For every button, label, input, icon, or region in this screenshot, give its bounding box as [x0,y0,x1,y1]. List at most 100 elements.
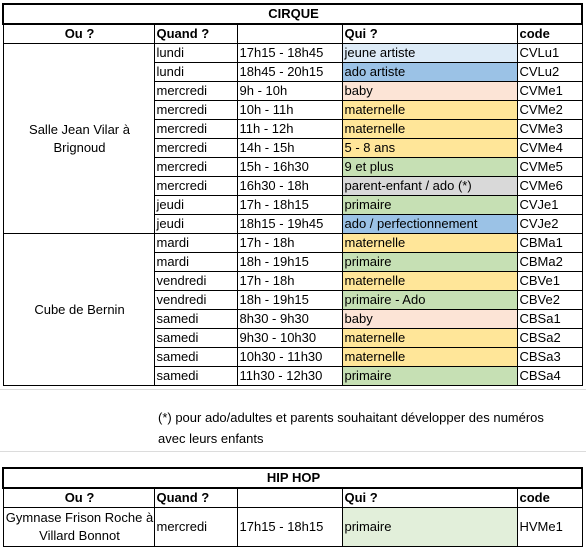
who-cell: maternelle [341,100,518,120]
header-who: Qui ? [341,487,518,508]
time-cell: 17h15 - 18h45 [236,43,343,63]
day-cell: jeudi [153,195,238,215]
table-row: mercredi 9h - 10h baby CVMe1 [3,81,583,101]
code-cell: CBMa2 [516,252,583,272]
header-code: code [516,487,583,508]
time-cell: 10h30 - 11h30 [236,347,343,367]
cirque-table: CIRQUE Ou ? Quand ? Qui ? code Salle Jea… [2,3,583,386]
day-cell: mercredi [153,138,238,158]
who-cell: 9 et plus [341,157,518,177]
time-cell: 11h30 - 12h30 [236,366,343,386]
code-cell: CVLu1 [516,43,583,63]
place-cell: Cube de Bernin [2,233,155,386]
header-where: Ou ? [2,487,155,508]
who-cell: primaire [341,195,518,215]
time-cell: 17h - 18h [236,271,343,291]
who-cell: parent-enfant / ado (*) [341,176,518,196]
time-cell: 15h - 16h30 [236,157,343,177]
who-cell: maternelle [341,328,518,348]
code-cell: CVMe5 [516,157,583,177]
day-cell: mercredi [153,81,238,101]
time-cell: 18h15 - 19h45 [236,214,343,234]
code-cell: CBSa4 [516,366,583,386]
header-when: Quand ? [153,487,238,508]
time-cell: 17h15 - 18h15 [236,507,343,547]
header-code: code [516,23,583,44]
who-cell: maternelle [341,271,518,291]
code-cell: CVLu2 [516,62,583,82]
day-cell: mercredi [153,119,238,139]
who-cell: primaire [341,507,518,547]
day-cell: mercredi [153,100,238,120]
code-cell: CVMe1 [516,81,583,101]
code-cell: CBVe1 [516,271,583,291]
who-cell: 5 - 8 ans [341,138,518,158]
code-cell: CVMe4 [516,138,583,158]
day-cell: mardi [153,252,238,272]
header-when: Quand ? [153,23,238,44]
code-cell: CBSa3 [516,347,583,367]
hiphop-title: HIP HOP [2,467,583,489]
day-cell: mercredi [153,157,238,177]
cirque-title: CIRQUE [2,3,583,25]
gridline [0,451,586,452]
header-blank [236,487,343,508]
table-row: Gymnase Frison Roche à Villard Bonnot me… [2,507,583,547]
day-cell: vendredi [153,290,238,310]
day-cell: samedi [153,309,238,329]
who-cell: primaire [341,252,518,272]
code-cell: CVMe3 [516,119,583,139]
who-cell: ado artiste [341,62,518,82]
who-cell: jeune artiste [341,43,518,63]
table-row: Salle Jean Vilar à Brignoud lundi 17h15 - … [2,43,583,234]
gridline [0,389,586,390]
time-cell: 8h30 - 9h30 [236,309,343,329]
time-cell: 9h - 10h [236,81,343,101]
time-cell: 18h - 19h15 [236,252,343,272]
time-cell: 18h - 19h15 [236,290,343,310]
table-row: mercredi 14h - 15h 5 - 8 ans CVMe4 [3,138,583,158]
table-row: mercredi 11h - 12h maternelle CVMe3 [3,119,583,139]
table-row: samedi 10h30 - 11h30 maternelle CBSa3 [3,347,583,367]
header-where: Ou ? [2,23,155,44]
table-row: Cube de Bernin mardi 17h - 18h maternelle CB… [2,233,583,386]
day-cell: mardi [153,233,238,253]
code-cell: CBVe2 [516,290,583,310]
who-cell: primaire - Ado [341,290,518,310]
table-row: lundi 18h45 - 20h15 ado artiste CVLu2 [3,62,583,82]
table-row: jeudi 18h15 - 19h45 ado / perfectionnement… [3,214,583,234]
footnote: (*) pour ado/adultes et parents souhaita… [158,410,544,446]
who-cell: baby [341,309,518,329]
code-cell: CVJe1 [516,195,583,215]
code-cell: CBSa1 [516,309,583,329]
place-cell: Salle Jean Vilar à Brignoud [2,43,155,234]
header-blank [236,23,343,44]
place-cell: Gymnase Frison Roche à Villard Bonnot [2,507,155,547]
day-cell: lundi [153,62,238,82]
who-cell: primaire [341,366,518,386]
time-cell: 14h - 15h [236,138,343,158]
day-cell: mercredi [153,176,238,196]
code-cell: CVMe2 [516,100,583,120]
hiphop-table: HIP HOP Ou ? Quand ? Qui ? code Gymnase … [2,467,583,547]
day-cell: vendredi [153,271,238,291]
table-row: vendredi 17h - 18h maternelle CBVe1 [3,271,583,291]
time-cell: 18h45 - 20h15 [236,62,343,82]
day-cell: lundi [153,43,238,63]
who-cell: maternelle [341,119,518,139]
time-cell: 17h - 18h [236,233,343,253]
time-cell: 9h30 - 10h30 [236,328,343,348]
time-cell: 16h30 - 18h [236,176,343,196]
code-cell: CBSa2 [516,328,583,348]
time-cell: 10h - 11h [236,100,343,120]
code-cell: HVMe1 [516,507,583,547]
who-cell: baby [341,81,518,101]
who-cell: maternelle [341,233,518,253]
day-cell: samedi [153,366,238,386]
table-row: samedi 8h30 - 9h30 baby CBSa1 [3,309,583,329]
day-cell: samedi [153,347,238,367]
table-row: mercredi 15h - 16h30 9 et plus CVMe5 [3,157,583,177]
who-cell: ado / perfectionnement [341,214,518,234]
table-row: mardi 18h - 19h15 primaire CBMa2 [3,252,583,272]
code-cell: CBMa1 [516,233,583,253]
